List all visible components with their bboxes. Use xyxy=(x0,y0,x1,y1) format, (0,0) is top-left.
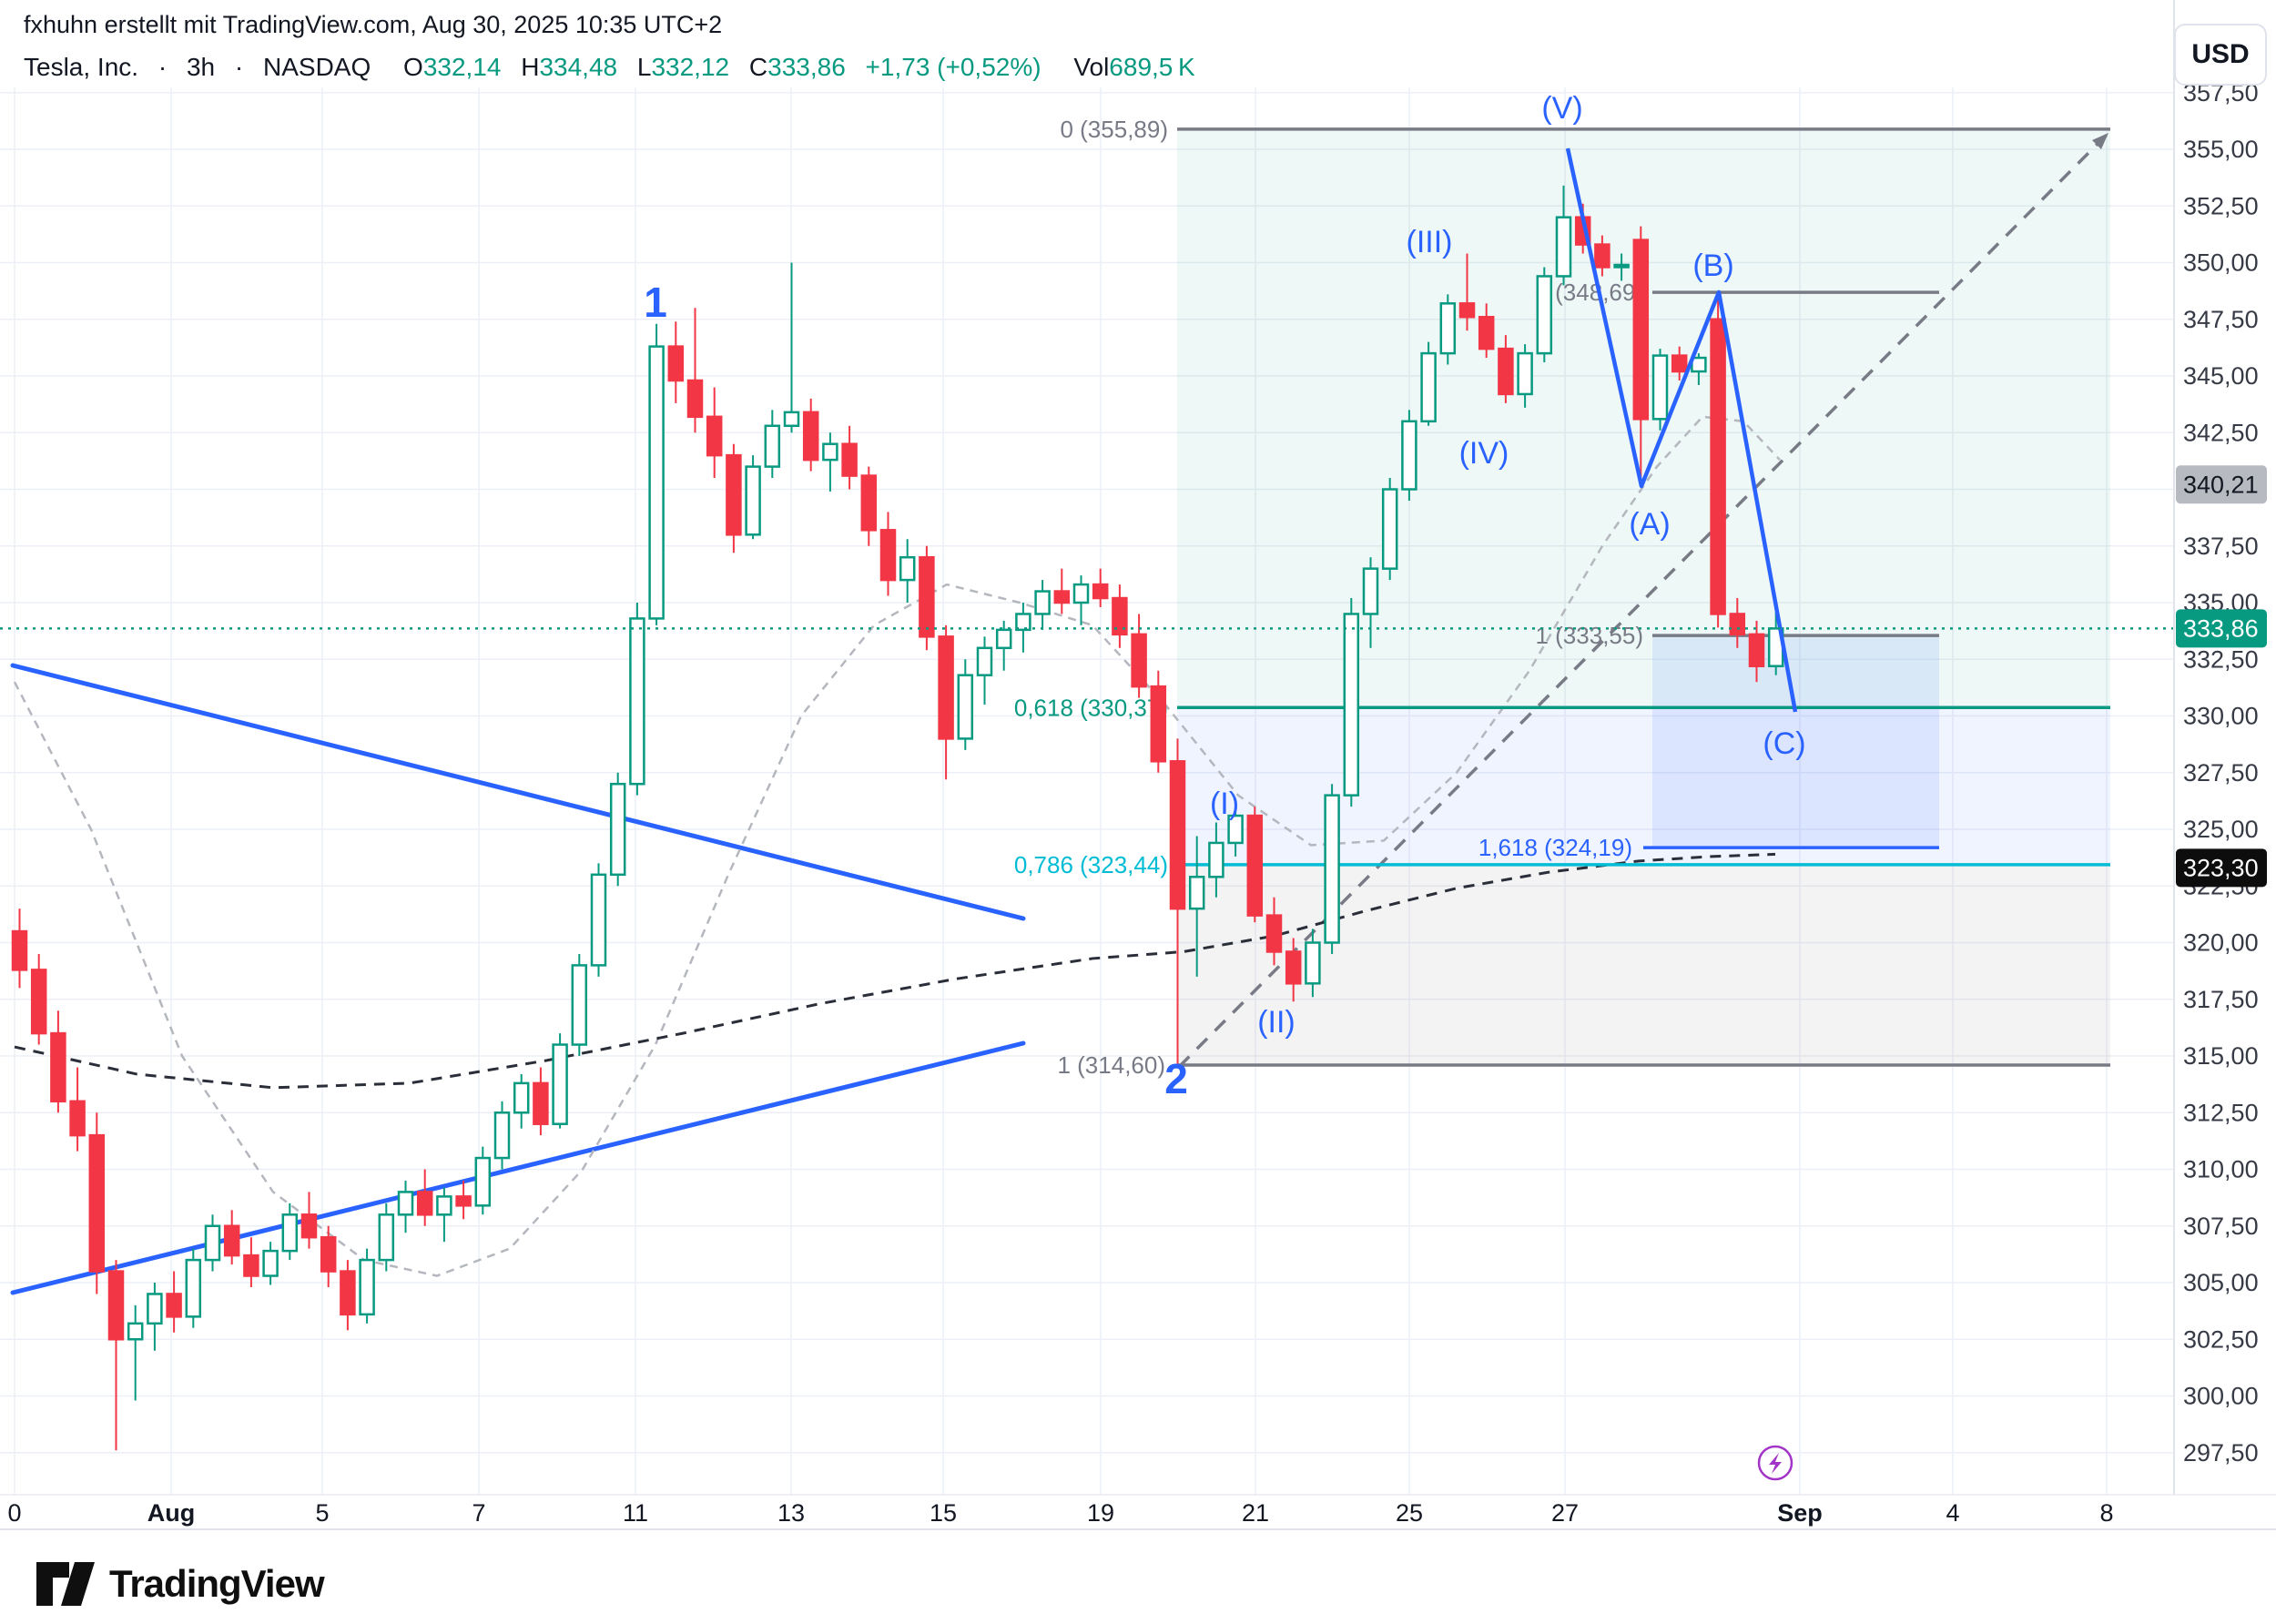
svg-text:27: 27 xyxy=(1551,1499,1579,1527)
tradingview-logo-icon xyxy=(36,1562,95,1606)
svg-text:333,86: 333,86 xyxy=(2183,614,2259,642)
svg-text:305,00: 305,00 xyxy=(2183,1269,2259,1296)
elliott-wave-labels[interactable]: 1 2 (I) (II) (III) (IV) (V) (A) (B) (C) xyxy=(644,91,1805,1102)
svg-text:(B): (B) xyxy=(1692,249,1733,283)
svg-text:8: 8 xyxy=(2099,1499,2113,1527)
svg-text:297,50: 297,50 xyxy=(2183,1439,2259,1467)
svg-text:(V): (V) xyxy=(1541,91,1582,126)
svg-text:1 (314,60): 1 (314,60) xyxy=(1057,1051,1165,1079)
svg-text:4: 4 xyxy=(1946,1499,1959,1527)
svg-text:327,50: 327,50 xyxy=(2183,759,2259,787)
svg-text:345,00: 345,00 xyxy=(2183,362,2259,390)
svg-text:1: 1 xyxy=(644,279,667,326)
open-value: 332,14 xyxy=(422,53,502,81)
svg-text:15: 15 xyxy=(930,1499,957,1527)
price-axis[interactable]: 357,50355,00352,50350,00347,50345,00342,… xyxy=(2173,0,2276,1624)
tradingview-logo[interactable]: TradingView xyxy=(35,1560,325,1608)
svg-text:325,00: 325,00 xyxy=(2183,816,2259,843)
svg-text:0,618 (330,37): 0,618 (330,37) xyxy=(1014,694,1168,721)
svg-text:7: 7 xyxy=(472,1499,485,1527)
svg-text:0 (355,89): 0 (355,89) xyxy=(1060,116,1168,143)
separator-dot: · xyxy=(157,53,168,81)
svg-text:317,50: 317,50 xyxy=(2183,986,2259,1013)
attribution-text: fxhuhn erstellt mit TradingView.com, Aug… xyxy=(24,11,723,38)
svg-text:5: 5 xyxy=(315,1499,329,1527)
symbol-ohlc-row: Tesla, Inc. · 3h · NASDAQ O332,14 H334,4… xyxy=(24,53,1195,82)
svg-text:(IV): (IV) xyxy=(1459,436,1509,471)
grid-horizontal xyxy=(0,92,2174,1454)
svg-text:21: 21 xyxy=(1242,1499,1269,1527)
svg-text:Aug: Aug xyxy=(147,1499,195,1527)
svg-text:13: 13 xyxy=(777,1499,805,1527)
fib-levels[interactable]: 0 (355,89) 0 (348,69) 1 (333,55) 0,618 (330… xyxy=(1014,116,2110,1079)
high-value: 334,48 xyxy=(539,53,618,81)
ma-fast-dashed xyxy=(13,415,1781,1277)
dashed-trend-arrow[interactable] xyxy=(1177,131,2110,1069)
svg-text:25: 25 xyxy=(1396,1499,1423,1527)
svg-text:(A): (A) xyxy=(1629,507,1670,542)
separator-dot: · xyxy=(234,53,244,81)
blue-trendlines[interactable] xyxy=(10,663,1026,1295)
volume-value: 689,5 K xyxy=(1109,53,1195,81)
svg-text:11: 11 xyxy=(623,1499,648,1527)
svg-text:337,50: 337,50 xyxy=(2183,533,2259,560)
svg-text:2: 2 xyxy=(1164,1055,1188,1102)
elliott-zigzag-line[interactable] xyxy=(1565,147,1798,713)
svg-text:(C): (C) xyxy=(1763,726,1805,761)
svg-text:342,50: 342,50 xyxy=(2183,419,2259,446)
close-label: C xyxy=(748,53,768,81)
svg-text:352,50: 352,50 xyxy=(2183,192,2259,219)
svg-text:315,00: 315,00 xyxy=(2183,1042,2259,1070)
svg-text:302,50: 302,50 xyxy=(2183,1325,2259,1353)
svg-text:(III): (III) xyxy=(1407,225,1453,259)
high-label: H xyxy=(521,53,540,81)
svg-text:1,618 (324,19): 1,618 (324,19) xyxy=(1478,834,1632,861)
time-axis[interactable]: 0 Aug 5 7 11 13 15 19 21 25 27 Sep 4 8 xyxy=(0,1494,2276,1530)
currency-toggle-button[interactable]: USD xyxy=(2174,24,2267,86)
svg-text:320,00: 320,00 xyxy=(2183,929,2259,957)
volume-label: Vol xyxy=(1073,53,1110,81)
svg-text:19: 19 xyxy=(1087,1499,1114,1527)
open-label: O xyxy=(403,53,423,81)
low-value: 332,12 xyxy=(651,53,730,81)
exchange-label: NASDAQ xyxy=(263,53,371,81)
svg-text:332,50: 332,50 xyxy=(2183,645,2259,673)
svg-text:323,30: 323,30 xyxy=(2183,854,2259,881)
ma-slow-dashed xyxy=(14,852,1776,1090)
tradingview-logo-text: TradingView xyxy=(109,1562,325,1605)
idea-lightning-icon[interactable] xyxy=(1757,1445,1793,1481)
symbol-name[interactable]: Tesla, Inc. xyxy=(24,53,139,81)
svg-text:0: 0 xyxy=(7,1499,21,1527)
svg-text:312,50: 312,50 xyxy=(2183,1099,2259,1126)
candlestick-series xyxy=(11,185,1784,1451)
close-value: 333,86 xyxy=(767,53,846,81)
svg-text:347,50: 347,50 xyxy=(2183,306,2259,333)
svg-text:350,00: 350,00 xyxy=(2183,249,2259,277)
svg-text:330,00: 330,00 xyxy=(2183,703,2259,730)
svg-text:355,00: 355,00 xyxy=(2183,136,2259,163)
svg-text:310,00: 310,00 xyxy=(2183,1156,2259,1183)
svg-text:(I): (I) xyxy=(1210,787,1239,821)
low-label: L xyxy=(636,53,652,81)
svg-text:307,50: 307,50 xyxy=(2183,1213,2259,1240)
svg-text:300,00: 300,00 xyxy=(2183,1383,2259,1410)
svg-text:0 (348,69): 0 (348,69) xyxy=(1535,279,1643,306)
change-value: +1,73 (+0,52%) xyxy=(865,53,1041,81)
svg-text:340,21: 340,21 xyxy=(2183,471,2259,498)
svg-text:1 (333,55): 1 (333,55) xyxy=(1535,622,1643,649)
interval-label[interactable]: 3h xyxy=(186,53,216,81)
svg-text:(II): (II) xyxy=(1257,1005,1295,1040)
svg-text:0,786 (323,44): 0,786 (323,44) xyxy=(1014,851,1168,878)
svg-text:Sep: Sep xyxy=(1777,1499,1823,1527)
